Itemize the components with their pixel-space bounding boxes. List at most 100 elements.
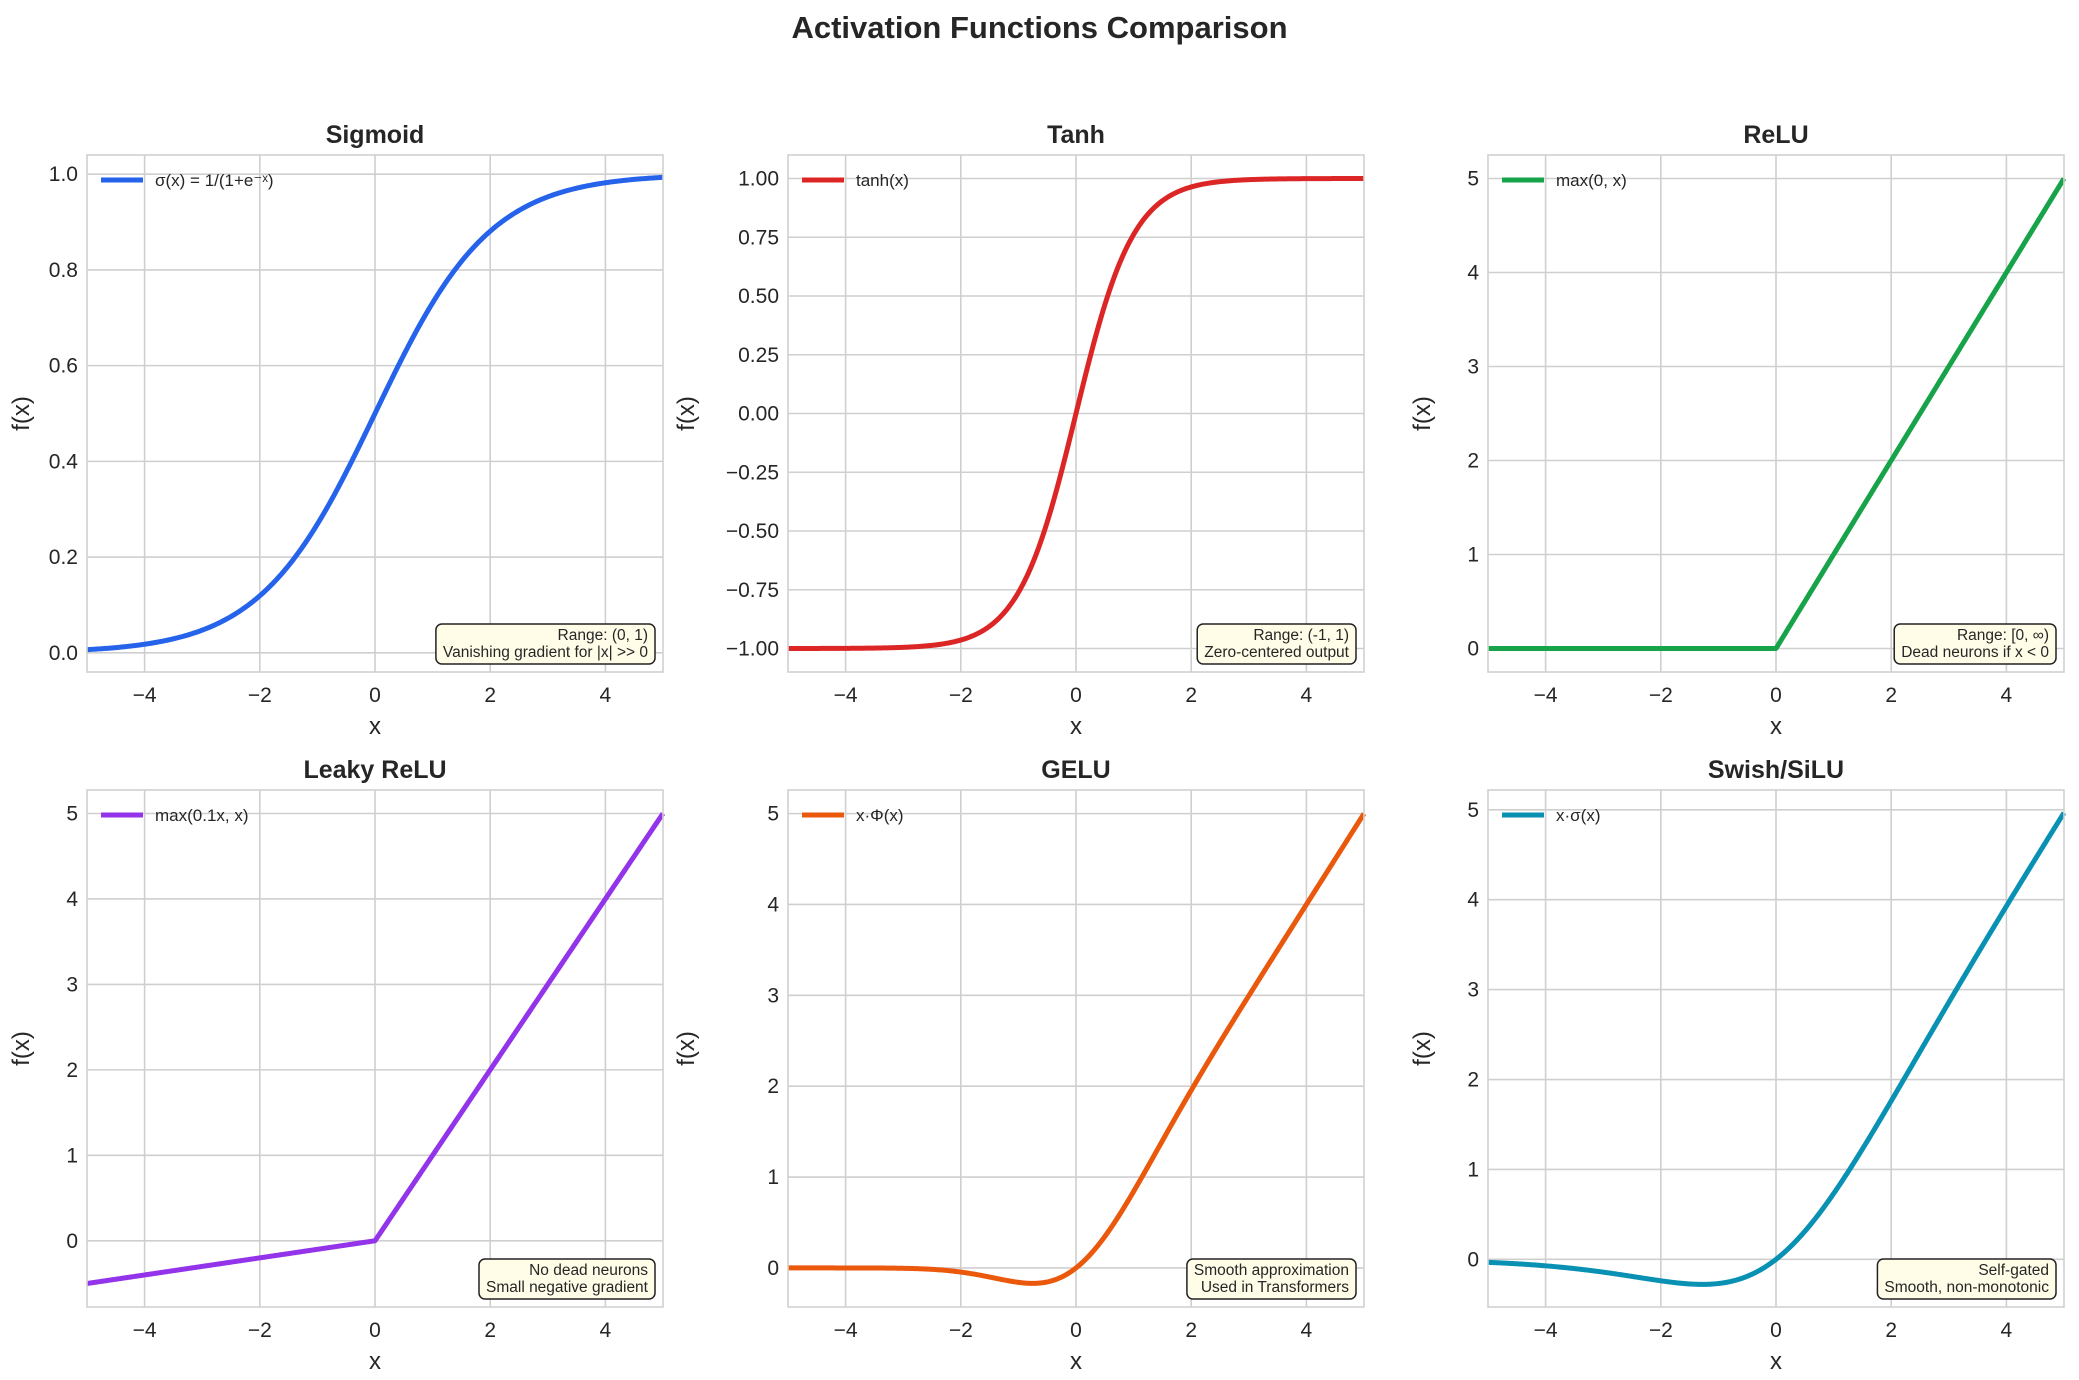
x-axis-label: x [369, 713, 381, 740]
subplot-title: GELU [1041, 756, 1110, 784]
y-tick-label: 1.00 [738, 168, 779, 191]
annotation-text: Smooth, non-monotonic [1884, 1279, 2049, 1296]
subplot-grid: −4 −2 0 2 4 0.0 0.2 0.4 0.6 0.8 1.0 x f(x) Sigmoid σ(x… [8, 121, 2067, 1375]
y-tick-label: 5 [767, 803, 779, 826]
x-tick-label: −2 [1649, 1319, 1673, 1342]
y-tick-label: 1.0 [49, 163, 78, 186]
series-line [85, 174, 665, 653]
x-tick-label: 0 [369, 1319, 381, 1342]
subplot-title: ReLU [1743, 121, 1808, 149]
axes-frame [1487, 789, 2065, 1308]
annotation-text: Small negative gradient [486, 1279, 649, 1296]
y-tick-label: 0.6 [49, 355, 78, 378]
y-tick-label: −1.00 [726, 638, 779, 661]
x-tick-label: −4 [1534, 1319, 1558, 1342]
y-tick-label: 4 [767, 893, 779, 916]
series-line [786, 812, 1367, 1286]
subplot-title: Sigmoid [326, 121, 425, 149]
legend: max(0.1x, x) [101, 806, 249, 825]
annotation-text: Dead neurons if x < 0 [1901, 644, 2049, 661]
x-tick-label: −4 [133, 684, 157, 707]
y-axis-label: f(x) [1409, 1031, 1436, 1066]
series-line [1486, 811, 2067, 1287]
y-tick-label: 0.75 [738, 226, 779, 249]
x-tick-label: 0 [1070, 684, 1082, 707]
legend: σ(x) = 1/(1+e⁻ˣ) [101, 171, 274, 190]
y-tick-label: 0.00 [738, 403, 779, 426]
subplot-panel: −4 −2 0 2 4 0.0 0.2 0.4 0.6 0.8 1.0 x f(x) Sigmoid σ(x… [8, 121, 665, 740]
x-tick-label: −4 [133, 1319, 157, 1342]
x-tick-label: 4 [2001, 684, 2013, 707]
y-tick-label: 5 [1467, 168, 1479, 191]
annotation-background [1196, 623, 1357, 665]
series-line [786, 176, 1366, 651]
axes-frame [86, 154, 664, 673]
x-tick-label: 0 [1770, 684, 1782, 707]
y-tick-label: 0.0 [49, 642, 78, 665]
y-tick-label: 3 [767, 984, 779, 1007]
y-tick-label: −0.25 [726, 461, 779, 484]
x-tick-label: 4 [600, 1319, 612, 1342]
x-tick-label: 4 [1301, 1319, 1313, 1342]
y-tick-label: 2 [1467, 1069, 1479, 1092]
subplot-title: Swish/SiLU [1708, 756, 1844, 784]
x-tick-label: 2 [484, 684, 496, 707]
y-tick-label: −0.50 [726, 520, 779, 543]
y-tick-label: 0.8 [49, 259, 78, 282]
legend: tanh(x) [802, 171, 909, 190]
y-tick-label: 0.4 [49, 450, 79, 473]
y-tick-label: 3 [1467, 356, 1479, 379]
annotation-text: No dead neurons [529, 1262, 648, 1279]
y-tick-label: 4 [1467, 262, 1479, 285]
x-axis-label: x [1070, 1348, 1082, 1375]
legend: x·Φ(x) [802, 806, 904, 825]
x-tick-label: −2 [248, 1319, 272, 1342]
x-tick-label: 2 [484, 1319, 496, 1342]
y-tick-label: 4 [66, 888, 78, 911]
x-tick-label: 0 [1770, 1319, 1782, 1342]
x-tick-label: 0 [369, 684, 381, 707]
annotation-background [478, 1258, 656, 1300]
y-tick-label: 0 [1467, 1248, 1479, 1271]
annotation-background [1893, 623, 2057, 665]
x-axis-label: x [1770, 713, 1782, 740]
y-tick-label: 3 [66, 973, 78, 996]
x-tick-label: 2 [1885, 1319, 1897, 1342]
y-tick-label: 0 [767, 1257, 779, 1280]
subplot-title: Tanh [1047, 121, 1105, 149]
annotation-text: Self-gated [1978, 1262, 2049, 1279]
axes-frame [86, 789, 664, 1308]
subplot-panel: −4 −2 0 2 4 0 1 2 3 4 5 x f(x) Leaky ReLU max(0.1x, x)… [8, 756, 666, 1375]
x-tick-label: 0 [1070, 1319, 1082, 1342]
legend-label: x·σ(x) [1556, 806, 1600, 825]
legend-label: max(0, x) [1556, 171, 1627, 190]
y-tick-label: 2 [66, 1059, 78, 1082]
subplot-panel: −4 −2 0 2 4 0 1 2 3 4 5 x f(x) ReLU max(0, x) Range: [0… [1409, 121, 2067, 740]
axes-frame [1487, 154, 2065, 673]
x-tick-label: −4 [834, 684, 858, 707]
subplot-panel: −4 −2 0 2 4 −1.00 −0.75 −0.50 −0.25 0.00 0.25 0.50 0… [673, 121, 1366, 740]
x-tick-label: 2 [1185, 684, 1197, 707]
legend: x·σ(x) [1502, 806, 1600, 825]
y-tick-label: 5 [1467, 799, 1479, 822]
y-tick-label: 1 [1467, 544, 1479, 567]
y-tick-label: 0 [66, 1230, 78, 1253]
y-tick-label: 1 [66, 1144, 78, 1167]
subplot-panel: −4 −2 0 2 4 0 1 2 3 4 5 x f(x) Swish/SiLU x·σ(x) Self-g… [1409, 756, 2067, 1375]
y-axis-label: f(x) [8, 396, 35, 431]
x-tick-label: −2 [949, 1319, 973, 1342]
y-tick-label: 2 [767, 1075, 779, 1098]
annotation-background [435, 623, 656, 665]
y-tick-label: 1 [767, 1166, 779, 1189]
y-tick-label: −0.75 [726, 579, 779, 602]
x-tick-label: −2 [1649, 684, 1673, 707]
x-tick-label: −2 [248, 684, 272, 707]
y-tick-label: 5 [66, 803, 78, 826]
annotation-text: Range: [0, ∞) [1957, 627, 2049, 644]
annotation-box: Range: (0, 1)Vanishing gradient for |x| … [435, 623, 656, 665]
annotation-text: Vanishing gradient for |x| >> 0 [443, 644, 648, 661]
annotation-text: Range: (0, 1) [558, 627, 648, 644]
